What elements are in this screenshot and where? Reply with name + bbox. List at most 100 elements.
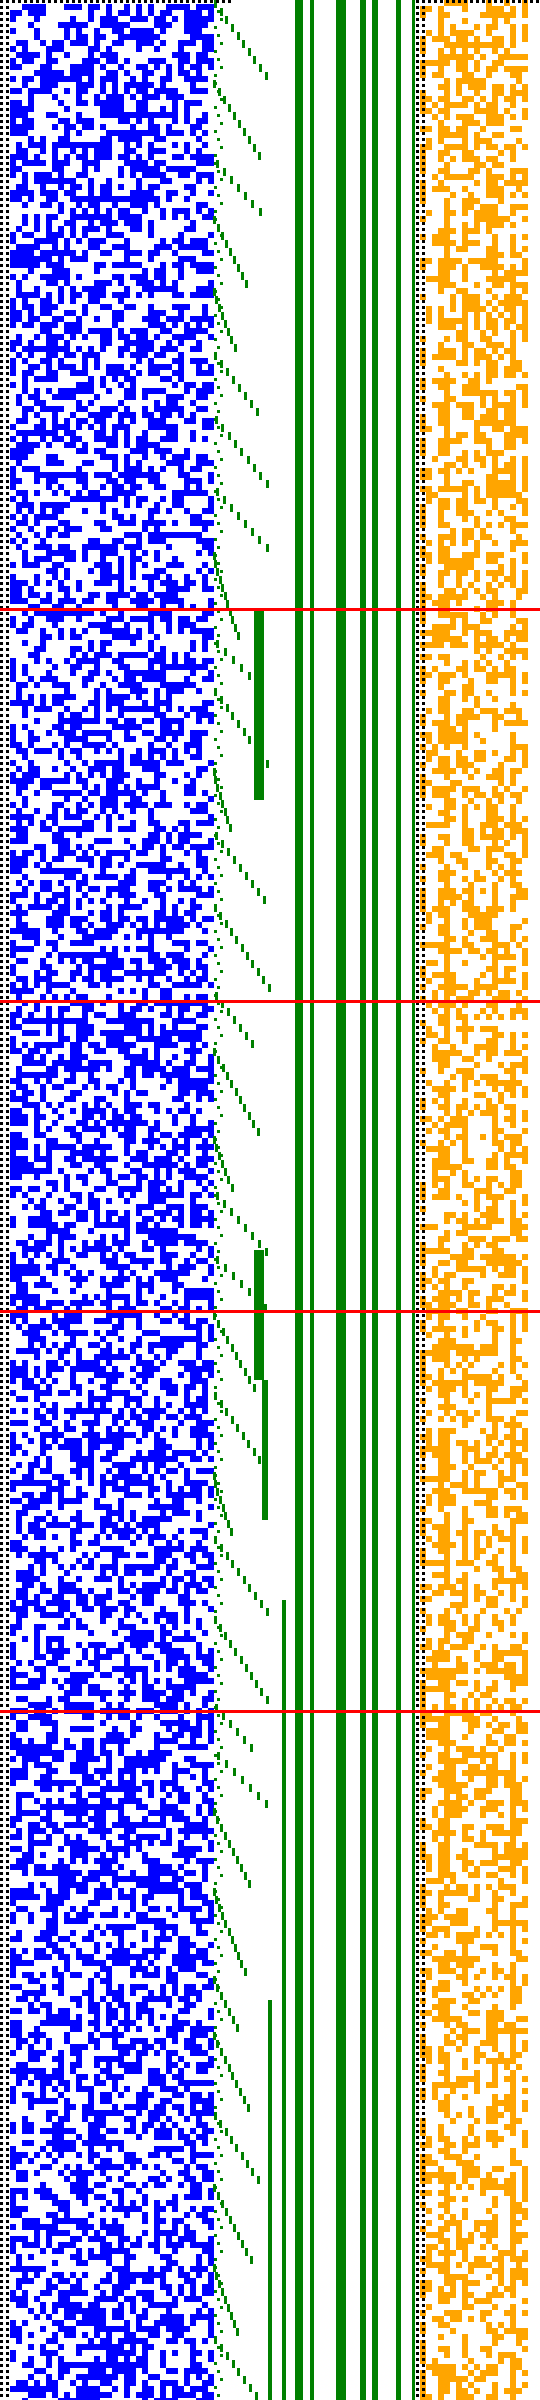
blue-bit (160, 1036, 166, 1042)
blue-bit (196, 1402, 202, 1408)
blue-bit (40, 676, 46, 682)
blue-bit (82, 1678, 88, 1684)
blue-bit (82, 1738, 88, 1744)
blue-bit (178, 1648, 184, 1654)
blue-bit (190, 316, 196, 322)
blue-bit (142, 1762, 148, 1768)
blue-bit (100, 1720, 106, 1726)
blue-bit (46, 1126, 52, 1132)
blue-bit (106, 1654, 112, 1660)
blue-bit (136, 796, 142, 802)
blue-bit (58, 274, 64, 280)
blue-bit (118, 40, 124, 46)
blue-bit (208, 1726, 214, 1732)
blue-bit (16, 166, 22, 172)
blue-bit (58, 1030, 64, 1036)
blue-bit (166, 988, 172, 994)
blue-bit (208, 1438, 214, 1444)
blue-bit (130, 724, 136, 730)
blue-bit (58, 832, 64, 838)
blue-bit (202, 1672, 208, 1678)
blue-bit (46, 1696, 52, 1702)
blue-bit (82, 1024, 88, 1030)
blue-bit (22, 1072, 28, 1078)
blue-bit (52, 70, 58, 76)
blue-bit (100, 1600, 106, 1606)
blue-bit (202, 262, 208, 268)
blue-bit (172, 334, 178, 340)
blue-bit (184, 1288, 190, 1294)
blue-bit (148, 670, 154, 676)
blue-bit (100, 448, 106, 454)
blue-bit (154, 1270, 160, 1276)
blue-bit (130, 958, 136, 964)
blue-bit (184, 1366, 190, 1372)
blue-bit (118, 766, 124, 772)
blue-bit (118, 1774, 124, 1780)
blue-bit (94, 358, 100, 364)
blue-bit (136, 1372, 142, 1378)
blue-bit (124, 1522, 130, 1528)
blue-bit (16, 700, 22, 706)
blue-bit (16, 814, 22, 820)
blue-bit (208, 916, 214, 922)
blue-bit (196, 346, 202, 352)
blue-bit (88, 640, 94, 646)
blue-bit (94, 1600, 100, 1606)
blue-bit (130, 148, 136, 154)
blue-bit (34, 1744, 40, 1750)
blue-bit (124, 1042, 130, 1048)
blue-bit (46, 1372, 52, 1378)
blue-bit (16, 1096, 22, 1102)
blue-bit (142, 1138, 148, 1144)
blue-bit (208, 40, 214, 46)
blue-bit (100, 580, 106, 586)
blue-bit (148, 316, 154, 322)
blue-bit (178, 40, 184, 46)
blue-bit (22, 376, 28, 382)
blue-bit (76, 802, 82, 808)
blue-bit (52, 58, 58, 64)
blue-bit (172, 922, 178, 928)
blue-bit (196, 748, 202, 754)
blue-bit (166, 1276, 172, 1282)
blue-bit (202, 1408, 208, 1414)
blue-bit (190, 88, 196, 94)
blue-bit (160, 1228, 166, 1234)
blue-bit (160, 106, 166, 112)
blue-bit (136, 1276, 142, 1282)
blue-bit (34, 1390, 40, 1396)
blue-bit (160, 280, 166, 286)
blue-bit (160, 652, 166, 658)
blue-bit (112, 1510, 118, 1516)
blue-bit (82, 208, 88, 214)
blue-bit (172, 346, 178, 352)
blue-bit (94, 292, 100, 298)
blue-bit (34, 766, 40, 772)
blue-bit (142, 1330, 148, 1336)
blue-bit (22, 1054, 28, 1060)
blue-bit (46, 1780, 52, 1786)
blue-bit (70, 1516, 76, 1522)
blue-bit (94, 1552, 100, 1558)
blue-bit (82, 196, 88, 202)
blue-bit (10, 190, 16, 196)
blue-bit (136, 778, 142, 784)
blue-bit (172, 1624, 178, 1630)
blue-bit (22, 1096, 28, 1102)
blue-bit (190, 580, 196, 586)
blue-bit (148, 646, 154, 652)
blue-bit (184, 874, 190, 880)
blue-bit (136, 1666, 142, 1672)
blue-bit (58, 1576, 64, 1582)
blue-bit (142, 94, 148, 100)
blue-bit (148, 808, 154, 814)
blue-bit (28, 448, 34, 454)
blue-bit (64, 1318, 70, 1324)
blue-bit (70, 70, 76, 76)
blue-bit (130, 1132, 136, 1138)
blue-bit (46, 298, 52, 304)
blue-bit (148, 358, 154, 364)
blue-bit (160, 424, 166, 430)
blue-bit (58, 184, 64, 190)
